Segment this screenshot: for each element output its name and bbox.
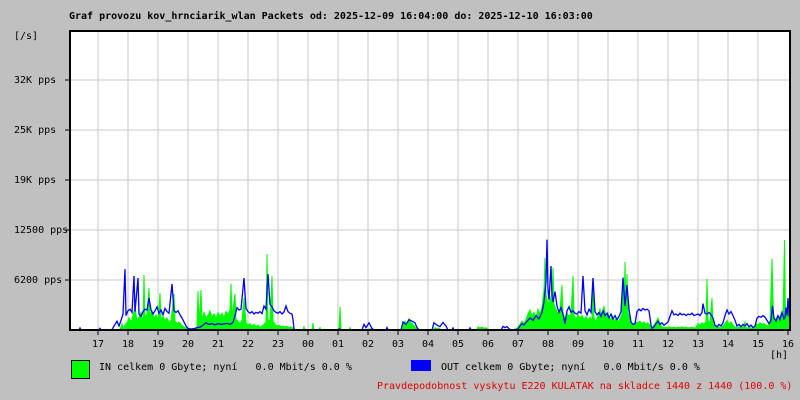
x-tick-label: 04: [421, 339, 435, 350]
out-legend-swatch: [411, 360, 431, 371]
in-legend-swatch: [71, 360, 90, 379]
x-tick-label: 12: [661, 339, 675, 350]
x-tick-label: 14: [721, 339, 735, 350]
y-tick-label-6200: 6200 pps: [14, 275, 63, 286]
x-tick-label: 15: [751, 339, 765, 350]
x-tick-label: 03: [391, 339, 405, 350]
x-tick-label: 18: [121, 339, 135, 350]
x-tick-label: 02: [361, 339, 375, 350]
x-tick-label: 23: [271, 339, 285, 350]
x-tick-label: 20: [181, 339, 195, 350]
x-axis-unit-label: [h]: [770, 350, 789, 361]
y-tick-label-32k: 32K pps: [14, 75, 57, 86]
x-tick-label: 13: [691, 339, 705, 350]
x-tick-label: 19: [151, 339, 165, 350]
x-tick-label: 10: [601, 339, 615, 350]
x-tick-label: 16: [781, 339, 795, 350]
x-tick-label: 00: [301, 339, 315, 350]
x-tick-label: 01: [331, 339, 345, 350]
x-tick-label: 05: [451, 339, 465, 350]
y-tick-label-12500: 12500 pps: [14, 225, 69, 236]
x-tick-label: 17: [91, 339, 105, 350]
out-line-series: [70, 239, 791, 331]
in-legend-label: IN celkem 0 Gbyte; nyní 0.0 Mbit/s 0.0 %: [99, 362, 352, 373]
stock-probability-note: Pravdepodobnost vyskytu E220 KULATAK na …: [377, 381, 793, 392]
x-tick-label: 06: [481, 339, 495, 350]
y-axis-unit-label: [/s]: [14, 31, 39, 42]
x-tick-label: 07: [511, 339, 525, 350]
out-legend-label: OUT celkem 0 Gbyte; nyní 0.0 Mbit/s 0.0 …: [441, 362, 700, 373]
x-tick-label: 09: [571, 339, 585, 350]
in-area-series: [70, 239, 790, 331]
x-tick-label: 21: [211, 339, 225, 350]
x-tick-label: 11: [631, 339, 645, 350]
x-tick-label: 22: [241, 339, 255, 350]
y-tick-label-19k: 19K pps: [14, 175, 57, 186]
x-tick-label: 08: [541, 339, 555, 350]
graph-title: Graf provozu kov_hrnciarik_wlan Packets …: [69, 11, 593, 22]
y-tick-label-25k: 25K pps: [14, 125, 57, 136]
